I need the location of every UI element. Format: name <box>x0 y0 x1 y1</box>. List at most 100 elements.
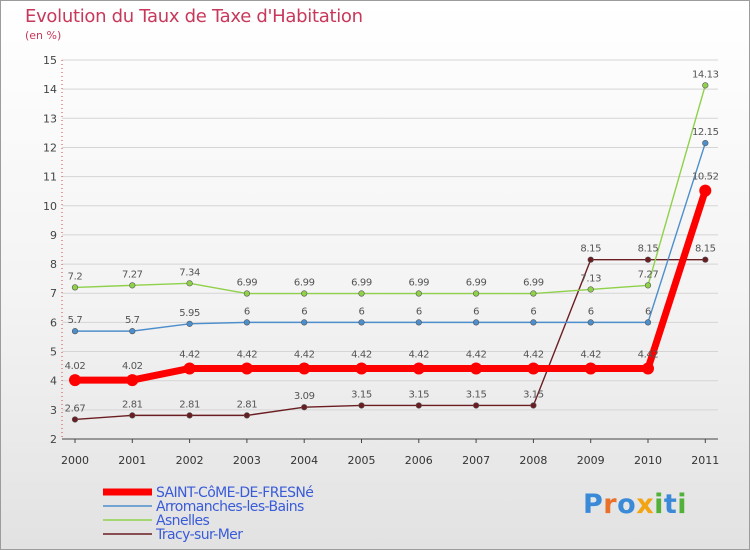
data-point <box>699 184 712 197</box>
legend-label: Asnelles <box>156 513 210 529</box>
data-label: 4.42 <box>580 349 601 360</box>
x-tick-label: 2003 <box>233 454 261 467</box>
data-label: 4.42 <box>351 349 372 360</box>
x-tick-label: 2008 <box>519 454 547 467</box>
data-label: 4.42 <box>408 349 429 360</box>
data-label: 6 <box>244 306 250 317</box>
data-label: 6 <box>588 306 594 317</box>
data-label: 4.42 <box>466 349 487 360</box>
data-label: 4.42 <box>179 349 200 360</box>
data-point <box>186 320 193 327</box>
series-line <box>74 142 706 332</box>
data-label: 7.27 <box>122 269 143 280</box>
series-line <box>71 187 709 384</box>
data-point <box>642 362 654 375</box>
data-point <box>702 139 709 147</box>
data-point <box>470 362 483 375</box>
data-point <box>587 319 594 326</box>
data-label: 12.15 <box>692 127 719 138</box>
data-point <box>644 256 652 263</box>
data-label: 4.42 <box>294 349 315 360</box>
data-label: 6.99 <box>523 278 544 289</box>
data-label: 2.81 <box>179 399 200 410</box>
data-point <box>358 290 365 297</box>
data-label: 3.15 <box>466 389 487 400</box>
y-tick-label: 5 <box>50 346 57 359</box>
logo-letter: t <box>663 489 678 520</box>
x-tick-label: 2005 <box>348 454 376 467</box>
data-point <box>243 412 250 419</box>
data-label: 6.99 <box>408 278 429 289</box>
data-label: 4.42 <box>237 349 258 360</box>
data-label: 2.81 <box>122 399 143 410</box>
data-point <box>355 362 368 375</box>
data-label: 7.34 <box>179 267 200 278</box>
data-label: 5.7 <box>125 315 140 326</box>
y-tick-label: 12 <box>43 141 57 154</box>
data-point <box>415 402 422 409</box>
data-label: 8.15 <box>695 244 716 255</box>
data-point <box>587 286 594 293</box>
data-point <box>71 284 79 291</box>
data-point <box>412 362 425 375</box>
data-label: 6 <box>645 306 651 317</box>
data-label: 6 <box>530 306 536 317</box>
x-tick-label: 2001 <box>118 454 146 467</box>
data-point <box>702 256 709 263</box>
y-tick-label: 4 <box>50 375 57 388</box>
data-label: 14.13 <box>692 69 719 80</box>
data-point <box>415 319 422 326</box>
y-tick-label: 15 <box>43 54 57 67</box>
proxiti-logo: Proxiti <box>583 489 687 520</box>
data-point <box>129 282 136 289</box>
data-point <box>301 319 308 326</box>
data-label: 6 <box>301 306 307 317</box>
data-point <box>186 280 193 287</box>
y-tick-label: 11 <box>43 171 57 184</box>
logo-letter: i <box>677 489 688 520</box>
data-label: 10.52 <box>692 172 719 183</box>
data-point <box>358 319 365 326</box>
logo-letter: x <box>636 489 655 520</box>
data-label: 6.99 <box>237 278 258 289</box>
y-tick-label: 14 <box>43 83 57 96</box>
x-tick-label: 2010 <box>634 454 662 467</box>
x-tick-label: 2011 <box>691 454 719 467</box>
data-point <box>298 362 311 375</box>
data-label: 6 <box>416 306 422 317</box>
x-tick-label: 2006 <box>405 454 433 467</box>
series-line <box>74 84 706 295</box>
y-tick-label: 9 <box>50 229 57 242</box>
data-point <box>183 362 196 375</box>
legend-label: Tracy-sur-Mer <box>155 527 243 543</box>
data-point <box>71 328 79 335</box>
y-tick-label: 6 <box>50 316 57 329</box>
data-point <box>358 402 365 409</box>
data-label: 6.99 <box>351 278 372 289</box>
data-point <box>644 282 652 289</box>
data-label: 4.02 <box>65 361 86 372</box>
x-tick-label: 2002 <box>176 454 204 467</box>
data-label: 3.15 <box>523 389 544 400</box>
data-point <box>644 319 652 326</box>
data-point <box>129 412 136 419</box>
data-label: 5.95 <box>179 308 200 319</box>
data-point <box>69 374 81 387</box>
data-label: 4.02 <box>122 361 143 372</box>
data-label: 7.27 <box>638 269 659 280</box>
data-label: 2.67 <box>65 403 86 414</box>
data-label: 6.99 <box>466 278 487 289</box>
data-point <box>71 416 79 423</box>
data-point <box>243 290 250 297</box>
data-point <box>702 82 709 89</box>
y-tick-label: 7 <box>50 287 57 300</box>
data-label: 6 <box>359 306 365 317</box>
legend-label: Arromanches-les-Bains <box>156 499 304 515</box>
data-label: 3.15 <box>351 389 372 400</box>
logo-letter: P <box>583 489 604 520</box>
data-point <box>530 290 537 297</box>
data-label: 7.2 <box>68 271 83 282</box>
data-point <box>301 404 308 411</box>
